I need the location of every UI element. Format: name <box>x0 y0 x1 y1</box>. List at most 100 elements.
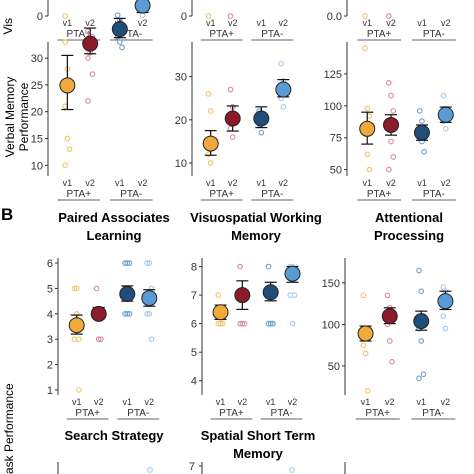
y-tick-label: 50 <box>328 361 340 373</box>
data-point <box>442 325 449 332</box>
data-point <box>420 371 427 378</box>
data-point <box>205 91 212 97</box>
x-group-label: PTA- <box>120 189 142 200</box>
y-tick-label: 0.0 <box>327 11 342 23</box>
x-visit-label: v2 <box>441 18 451 28</box>
y-tick-label: 0 <box>37 11 43 23</box>
y-tick-label: 100 <box>322 319 340 331</box>
data-point <box>126 260 133 266</box>
y-tick-label: 150 <box>322 278 340 290</box>
y-tick-label: 25 <box>31 80 43 92</box>
y-tick-label: 50 <box>330 165 342 177</box>
data-point <box>71 285 78 292</box>
y-axis-title-memory-line-1: Verbal Memory <box>3 77 17 158</box>
data-point <box>93 285 100 292</box>
mean-marker <box>284 265 301 282</box>
data-point <box>146 310 153 317</box>
data-point <box>144 310 150 317</box>
x-visit-label: v1 <box>115 178 125 188</box>
data-point <box>267 320 274 327</box>
x-visit-label: v2 <box>85 178 95 188</box>
chart-panel-bottom-partial: 7 <box>57 461 346 474</box>
y-tick-label: 30 <box>31 53 43 65</box>
title-attentional-line-2: Processing <box>374 228 444 243</box>
data-point <box>207 108 214 115</box>
y-tick-label: 4 <box>191 376 197 388</box>
data-point <box>116 39 123 45</box>
x-visit-label: v2 <box>145 397 155 407</box>
x-group-label: PTA+ <box>367 29 392 40</box>
x-group-label: PTA- <box>120 29 142 40</box>
data-point <box>384 292 391 299</box>
mean-marker <box>119 286 136 303</box>
data-point <box>124 260 131 266</box>
data-point <box>85 55 91 61</box>
data-point <box>62 39 69 45</box>
x-visit-label: v1 <box>216 397 226 407</box>
y-tick-label: 6 <box>191 319 197 331</box>
data-point <box>62 13 69 19</box>
y-tick-label: 20 <box>31 107 43 119</box>
mean-marker <box>68 317 85 334</box>
data-point <box>237 263 243 270</box>
x-visit-label: v1 <box>72 397 82 407</box>
data-point <box>227 86 234 93</box>
section-label-b: B <box>1 205 13 224</box>
x-visit-label: v2 <box>288 397 298 407</box>
data-point <box>385 166 392 173</box>
x-visit-label: v2 <box>94 397 104 407</box>
x-group-label: PTA- <box>261 29 283 40</box>
x-visit-label: v2 <box>138 18 148 28</box>
title-attentional-line-1: Attentional <box>375 210 443 225</box>
data-point <box>390 108 397 114</box>
x-visit-label: v1 <box>63 18 73 28</box>
data-point <box>139 12 146 19</box>
data-point <box>73 285 80 292</box>
data-point <box>416 267 422 274</box>
data-point <box>66 146 73 153</box>
title-paired-associates-line-1: Paired Associates <box>58 210 170 225</box>
mean-marker <box>357 325 374 342</box>
x-visit-label: v2 <box>85 18 95 28</box>
mean-marker <box>275 81 292 98</box>
mean-marker <box>90 305 107 322</box>
data-point <box>85 98 91 104</box>
data-point <box>258 129 265 136</box>
data-point <box>76 387 82 393</box>
data-point <box>442 125 449 132</box>
x-visit-label: v2 <box>279 178 289 188</box>
x-group-label: PTA- <box>422 408 444 419</box>
y-tick-label: 7 <box>191 290 197 302</box>
x-visit-label: v1 <box>416 397 426 407</box>
data-point <box>289 467 295 473</box>
data-point <box>362 350 369 357</box>
data-point <box>418 338 425 344</box>
data-point <box>280 103 287 110</box>
data-point <box>385 13 392 19</box>
data-point <box>419 118 425 124</box>
data-point <box>360 342 367 349</box>
y-tick-label: 10 <box>175 158 187 170</box>
mean-marker <box>437 293 454 310</box>
mean-marker <box>437 106 454 123</box>
data-point <box>418 288 425 295</box>
x-visit-label: v1 <box>362 178 372 188</box>
x-visit-label: v2 <box>441 397 451 407</box>
x-visit-label: v2 <box>386 18 396 28</box>
data-point <box>440 284 447 290</box>
x-group-label: PTA+ <box>219 408 244 419</box>
data-point <box>388 92 394 99</box>
y-tick-label: 1 <box>47 385 53 397</box>
data-point <box>362 45 368 52</box>
data-point <box>119 44 125 51</box>
data-point <box>122 310 128 317</box>
x-visit-label: v2 <box>385 397 395 407</box>
mean-marker <box>413 124 430 141</box>
x-visit-label: v2 <box>441 178 451 188</box>
y-axis-title-memory-line-2: Performance <box>17 82 31 151</box>
